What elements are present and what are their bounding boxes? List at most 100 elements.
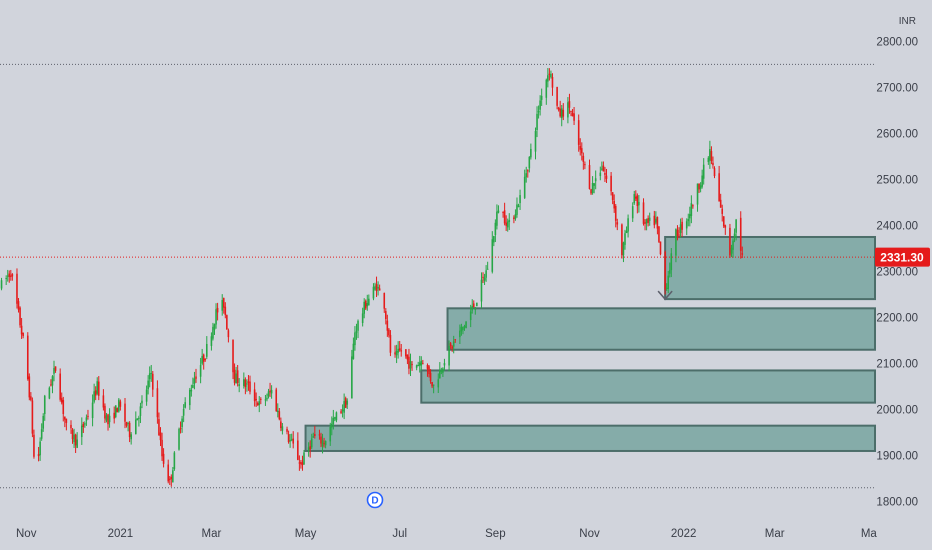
- candle-body: [432, 384, 435, 386]
- candle-body: [440, 370, 443, 372]
- candle-body: [343, 401, 345, 413]
- overlay: [0, 256, 875, 301]
- candle-body: [516, 204, 518, 215]
- candle-body: [130, 434, 132, 440]
- candle-body: [448, 346, 450, 366]
- candle-body: [309, 446, 311, 450]
- candle-body: [539, 100, 541, 110]
- zone-0[interactable]: [664, 235, 877, 301]
- candle-body: [718, 173, 720, 202]
- candle-body: [124, 403, 126, 422]
- candle-body: [346, 400, 349, 405]
- y-tick-label: 2000.00: [876, 405, 918, 417]
- candle-body: [22, 332, 24, 337]
- y-tick-label: 2700.00: [876, 82, 918, 94]
- candle-body: [238, 384, 240, 386]
- candle-body: [300, 461, 302, 465]
- candle-body: [719, 199, 722, 208]
- candle-body: [540, 95, 543, 100]
- zone-1[interactable]: [446, 307, 876, 351]
- candle-body: [10, 275, 12, 277]
- candle-body: [189, 389, 191, 406]
- candle-body: [161, 439, 163, 457]
- candle-body: [625, 231, 628, 234]
- candle-body: [363, 301, 365, 314]
- candle-body: [591, 182, 594, 194]
- candle-body: [28, 376, 31, 398]
- candle-body: [667, 275, 670, 289]
- y-tick-label: 2600.00: [876, 128, 918, 140]
- candle-body: [26, 335, 29, 380]
- candle-body: [150, 372, 153, 374]
- candle-body: [388, 329, 390, 336]
- candle-body: [355, 331, 358, 333]
- candle-body: [469, 311, 472, 321]
- price-axis[interactable]: 2800.00 2700.00 2600.00 2500.00 2400.00 2300.…: [876, 36, 918, 508]
- currency-label: INR: [899, 16, 916, 27]
- candle-body: [523, 176, 526, 198]
- event-marker[interactable]: D: [366, 491, 384, 509]
- candle-body: [172, 470, 174, 483]
- candle-body: [573, 113, 575, 121]
- candle-body: [722, 216, 725, 227]
- candle-body: [54, 366, 57, 371]
- candle-body: [37, 454, 40, 457]
- candle-body: [741, 253, 744, 255]
- candle-body: [505, 222, 507, 226]
- candle-body: [451, 346, 453, 349]
- candle-body: [409, 361, 412, 369]
- candle-body: [321, 440, 324, 447]
- candle-body: [389, 334, 392, 353]
- candle-body: [182, 408, 185, 416]
- zone-2[interactable]: [420, 369, 876, 404]
- candle-body: [312, 436, 315, 438]
- supply-demand-zones[interactable]: [304, 235, 877, 452]
- candle-body: [281, 426, 284, 431]
- candle-body: [116, 408, 119, 413]
- candle-body: [570, 110, 572, 113]
- candle-body: [19, 307, 21, 326]
- candle-body: [678, 234, 680, 236]
- candle-body: [5, 278, 7, 280]
- candle-body: [236, 370, 239, 383]
- candle-body: [330, 423, 333, 428]
- event-marker-circle[interactable]: [366, 491, 384, 509]
- candle-body: [486, 268, 489, 270]
- candle-body: [476, 302, 478, 307]
- candle-body: [624, 233, 626, 245]
- candle-body: [102, 395, 105, 408]
- candle-body: [577, 120, 580, 145]
- candle-body: [733, 233, 736, 238]
- candle-body: [267, 391, 270, 397]
- candle-body: [51, 376, 54, 386]
- candle-body: [278, 411, 281, 420]
- candle-body: [710, 151, 713, 161]
- candle-body: [449, 343, 452, 347]
- candle-body: [679, 224, 682, 234]
- candle-body: [494, 222, 497, 236]
- candle-body: [16, 273, 18, 304]
- candle-body: [491, 239, 494, 272]
- candle-body: [594, 178, 597, 182]
- candle-body: [562, 109, 565, 117]
- candle-body: [648, 217, 651, 221]
- candle-body: [301, 462, 304, 466]
- candle-body: [226, 315, 228, 330]
- candle-body: [341, 409, 344, 412]
- candle-body: [644, 222, 646, 224]
- candle-body: [611, 192, 614, 201]
- candle-body: [386, 320, 389, 331]
- candle-body: [548, 73, 551, 75]
- candle-body: [689, 214, 691, 219]
- zone-3[interactable]: [304, 424, 876, 452]
- candle-body: [513, 217, 515, 220]
- arrow-marker[interactable]: [657, 290, 673, 301]
- candle-body: [622, 242, 625, 256]
- time-axis[interactable]: Nov 2021 Mar May Jul Sep Nov 2022 Mar Ma: [16, 528, 877, 540]
- candle-body: [105, 415, 108, 421]
- candle-body: [50, 384, 52, 386]
- candle-body: [167, 464, 170, 482]
- candle-body: [503, 210, 506, 224]
- candle-body: [653, 215, 656, 226]
